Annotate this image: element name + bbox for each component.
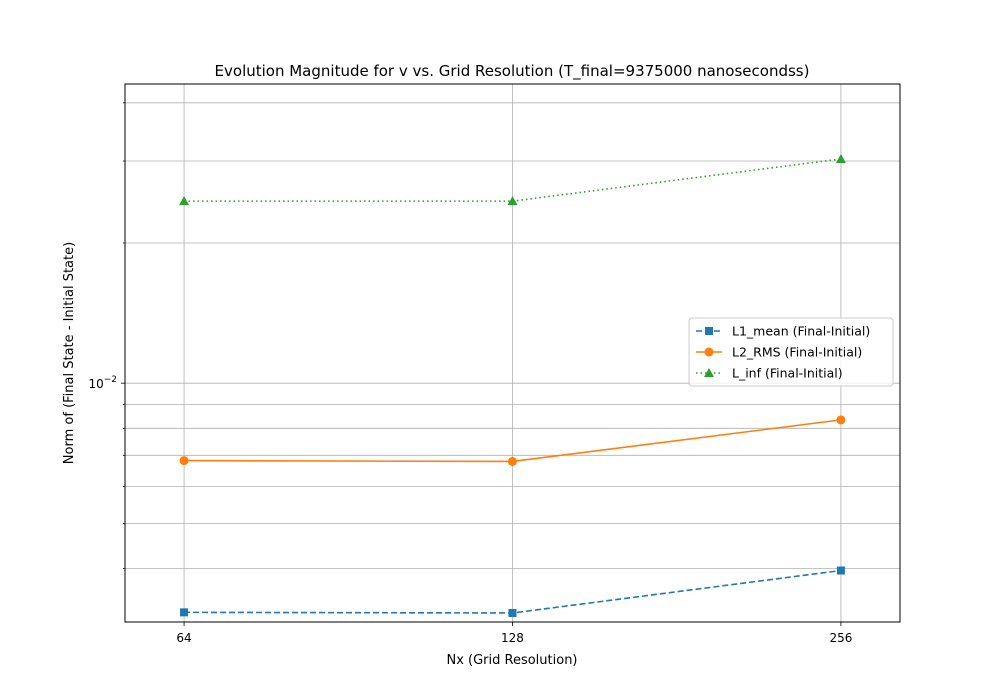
legend-entry: L1_mean (Final-Initial) <box>696 324 870 339</box>
data-point <box>835 153 846 163</box>
data-point <box>179 196 190 206</box>
series-0 <box>180 566 845 617</box>
series-layer <box>179 153 846 617</box>
x-tick-label: 256 <box>829 631 852 645</box>
ticks: 64 128 256 10−2 <box>88 102 852 645</box>
data-point <box>179 456 189 466</box>
series-2 <box>179 153 846 206</box>
legend-label: L_inf (Final-Initial) <box>732 366 843 381</box>
x-tick-label: 128 <box>501 631 524 645</box>
y-tick-label: 10−2 <box>88 375 117 391</box>
data-point <box>180 608 189 617</box>
data-point <box>507 196 518 206</box>
y-axis-label: Norm of (Final State - Initial State) <box>62 242 77 464</box>
legend-marker <box>704 347 714 357</box>
x-axis-label: Nx (Grid Resolution) <box>446 653 577 668</box>
series-line <box>184 158 842 202</box>
legend-entry: L2_RMS (Final-Initial) <box>696 345 862 360</box>
legend-marker <box>704 368 714 377</box>
data-point <box>507 456 517 466</box>
data-point <box>836 566 845 575</box>
legend-label: L2_RMS (Final-Initial) <box>732 345 862 360</box>
legend: L1_mean (Final-Initial) L2_RMS (Final-Ini… <box>688 317 894 387</box>
legend-marker <box>705 327 713 335</box>
legend-label: L1_mean (Final-Initial) <box>732 324 870 339</box>
chart-title: Evolution Magnitude for v vs. Grid Resol… <box>215 62 810 81</box>
x-tick-label: 64 <box>176 631 191 645</box>
legend-entry: L_inf (Final-Initial) <box>696 366 843 381</box>
legend-box <box>688 317 894 387</box>
series-1 <box>179 415 846 466</box>
data-point <box>508 608 517 617</box>
data-point <box>836 415 846 425</box>
